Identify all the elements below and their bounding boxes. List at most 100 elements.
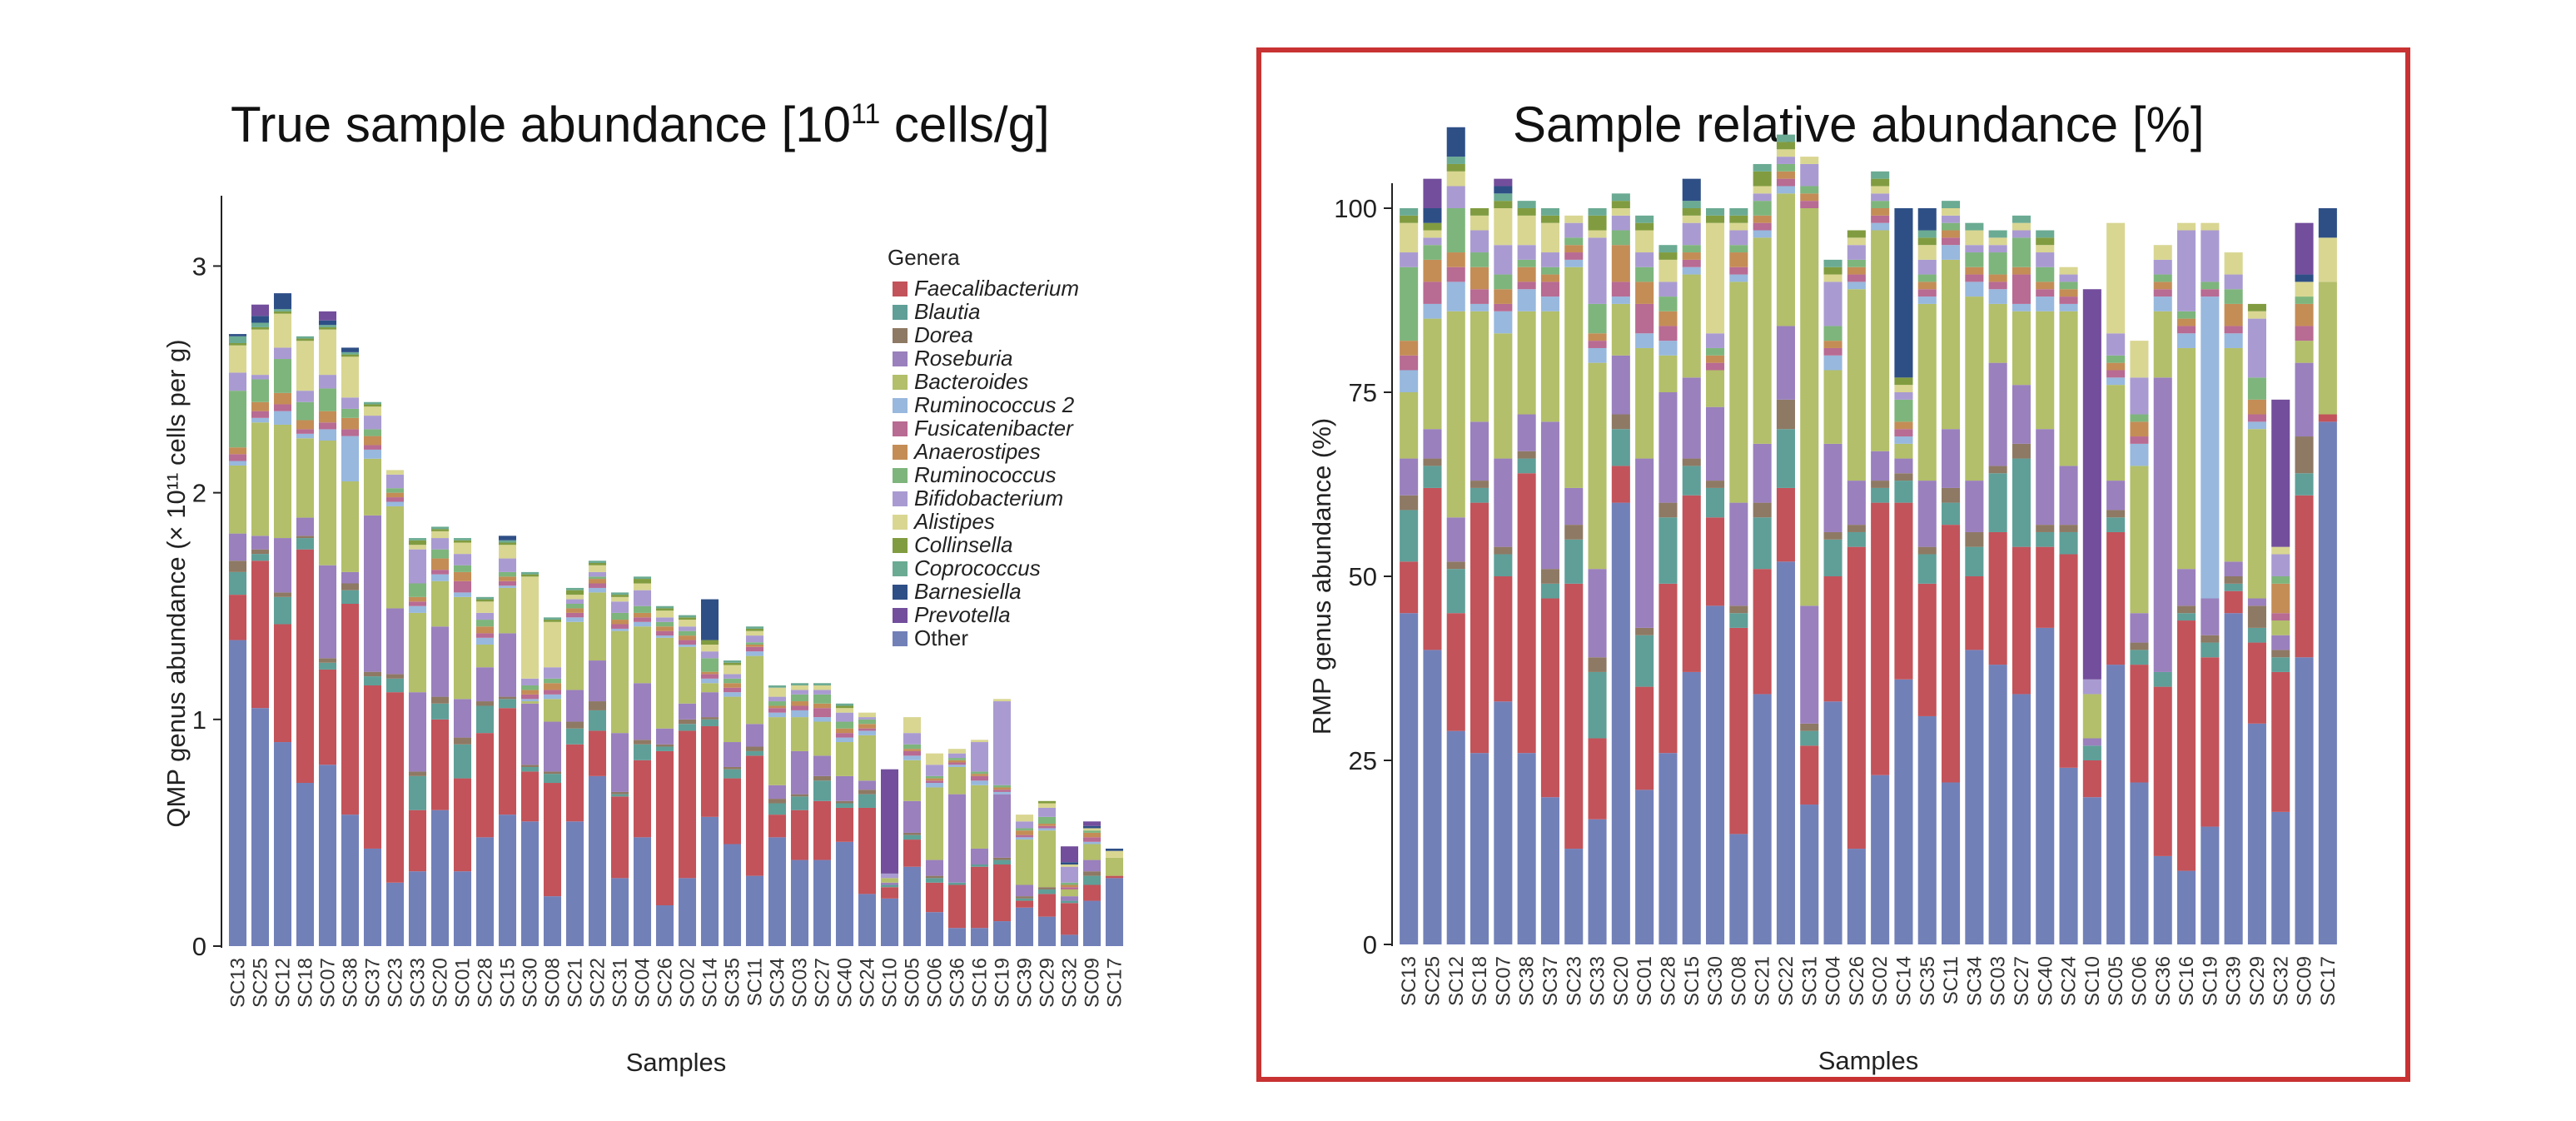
x-tick-label: SC05 — [2105, 956, 2127, 1006]
bar-segment-dorea — [1015, 896, 1034, 899]
bar-segment-roseburia — [1060, 896, 1079, 901]
bar-segment-anaerostipes — [1894, 421, 1913, 430]
bar-segment-other — [813, 859, 832, 946]
bar-segment-ruminococcus — [813, 694, 832, 704]
bar-segment-roseburia — [2177, 569, 2196, 606]
bar-segment-bacteroides — [1082, 844, 1102, 860]
bar-segment-coprococcus — [723, 660, 742, 663]
bar-segment-anaerostipes — [1871, 208, 1890, 216]
bar-segment-collinsella — [565, 590, 584, 595]
bar-segment-roseburia — [1682, 377, 1701, 459]
bar-segment-alistipes — [1942, 208, 1961, 216]
bar-segment-other — [1753, 694, 1772, 944]
bar-segment-faecalibacterium — [925, 882, 944, 913]
bar-segment-coprococcus — [1917, 230, 1937, 238]
bar-segment-barnesiella — [2295, 274, 2314, 282]
left-panel: True sample abundance [1011 cells/g] 0 1 2… — [162, 97, 1126, 1077]
bar-segment-ruminococcus-2 — [1917, 296, 1937, 304]
bar-segment-ruminococcus-2 — [1635, 333, 1654, 348]
bar-segment-alistipes — [2295, 281, 2314, 297]
bar-segment-coprococcus — [1942, 201, 1961, 208]
bar-segment-blautia — [2295, 473, 2314, 496]
legend-swatch — [893, 515, 908, 530]
bar-segment-blautia — [565, 728, 584, 745]
bar-segment-faecalibacterium — [273, 624, 292, 743]
bar-segment-bacteroides — [700, 683, 719, 693]
bar-segment-bacteroides — [475, 644, 495, 668]
bar-segment-alistipes — [1470, 215, 1489, 231]
bar-segment-ruminococcus — [1800, 186, 1819, 194]
bar-segment-bifidobacterium — [2106, 333, 2126, 356]
bar-segment-roseburia — [925, 859, 944, 876]
bar-segment-prevotella — [2082, 289, 2101, 680]
bar-segment-roseburia — [655, 728, 674, 745]
bar-segment-barnesiella — [1446, 127, 1465, 157]
x-tick-label: SC24 — [857, 958, 879, 1008]
legend-swatch — [893, 561, 908, 576]
bar-segment-fusicatenibacter — [2012, 274, 2031, 304]
bar-segment-dorea — [1540, 569, 1559, 584]
bar-segment-bifidobacterium — [453, 554, 472, 565]
bar-segment-alistipes — [1105, 850, 1124, 858]
bar-segment-faecalibacterium — [2295, 495, 2314, 658]
bar-segment-other — [520, 821, 540, 946]
bar-segment-anaerostipes — [1823, 341, 1842, 348]
bar-segment-ruminococcus — [1635, 267, 1654, 282]
bar-segment-other — [790, 859, 809, 946]
bar-segment-coprococcus — [1871, 171, 1890, 179]
bar-segment-collinsella — [1871, 178, 1890, 187]
bar-segment-ruminococcus — [1400, 267, 1419, 341]
bar-segment-blautia — [228, 571, 247, 595]
bar-segment-bacteroides — [2271, 620, 2290, 635]
bar-segment-other — [1729, 834, 1748, 944]
bar-segment-anaerostipes — [610, 620, 629, 625]
bar-segment-faecalibacterium — [1729, 627, 1748, 835]
x-tick-label: SC26 — [1846, 956, 1868, 1006]
bar-segment-other — [1682, 671, 1701, 944]
bar-segment-blautia — [1446, 569, 1465, 614]
x-tick-label: SC12 — [1445, 956, 1468, 1006]
highlight-box — [1256, 47, 2410, 1082]
bar-segment-ruminococcus — [1611, 230, 1630, 246]
bar-segment-ruminococcus-2 — [2012, 303, 2031, 311]
bar-segment-fusicatenibacter — [1658, 326, 1678, 341]
bar-segment-collinsella — [1517, 208, 1536, 216]
bar-segment-coprococcus — [2036, 230, 2055, 238]
bar-segment-dorea — [2247, 605, 2266, 628]
bar-segment-prevotella — [1423, 178, 1442, 208]
bar-segment-collinsella — [498, 542, 517, 546]
bar-segment-dorea — [430, 696, 450, 704]
bar-segment-bacteroides — [408, 612, 427, 693]
x-tick-label: SC31 — [1798, 956, 1821, 1006]
bar-segment-fusicatenibacter — [1588, 341, 1607, 348]
bar-segment-faecalibacterium — [543, 783, 562, 897]
bar-segment-blautia — [520, 766, 540, 772]
bar-segment-roseburia — [520, 703, 540, 765]
bar-segment-other — [296, 783, 315, 946]
bar-segment-collinsella — [1423, 222, 1442, 231]
y-tick-label: 0 — [1363, 930, 1377, 959]
bar-segment-alistipes — [273, 313, 292, 348]
x-tick-label: SC40 — [834, 958, 857, 1008]
bar-segment-alistipes — [925, 753, 944, 765]
bar-segment-bifidobacterium — [1658, 281, 1678, 297]
bar-segment-bifidobacterium — [723, 674, 742, 679]
bar-segment-other — [318, 765, 337, 946]
bar-segment-roseburia — [1446, 517, 1465, 562]
legend-label: Anaerostipes — [913, 439, 1041, 464]
bar-segment-blautia — [903, 835, 922, 840]
bar-segment-dorea — [1658, 502, 1678, 518]
bar-segment-bacteroides — [228, 465, 247, 534]
bar-segment-roseburia — [1588, 569, 1607, 658]
bar-segment-fusicatenibacter — [2153, 289, 2172, 297]
bar-segment-anaerostipes — [723, 683, 742, 688]
bar-segment-dorea — [363, 671, 382, 677]
bar-segment-dorea — [813, 775, 832, 781]
bar-segment-fusicatenibacter — [835, 733, 854, 738]
bar-segment-faecalibacterium — [1517, 473, 1536, 754]
bar-segment-blautia — [2153, 671, 2172, 687]
bar-segment-bacteroides — [835, 742, 854, 776]
bar-segment-fusicatenibacter — [1446, 267, 1465, 282]
legend-label: Ruminococcus 2 — [914, 392, 1075, 417]
